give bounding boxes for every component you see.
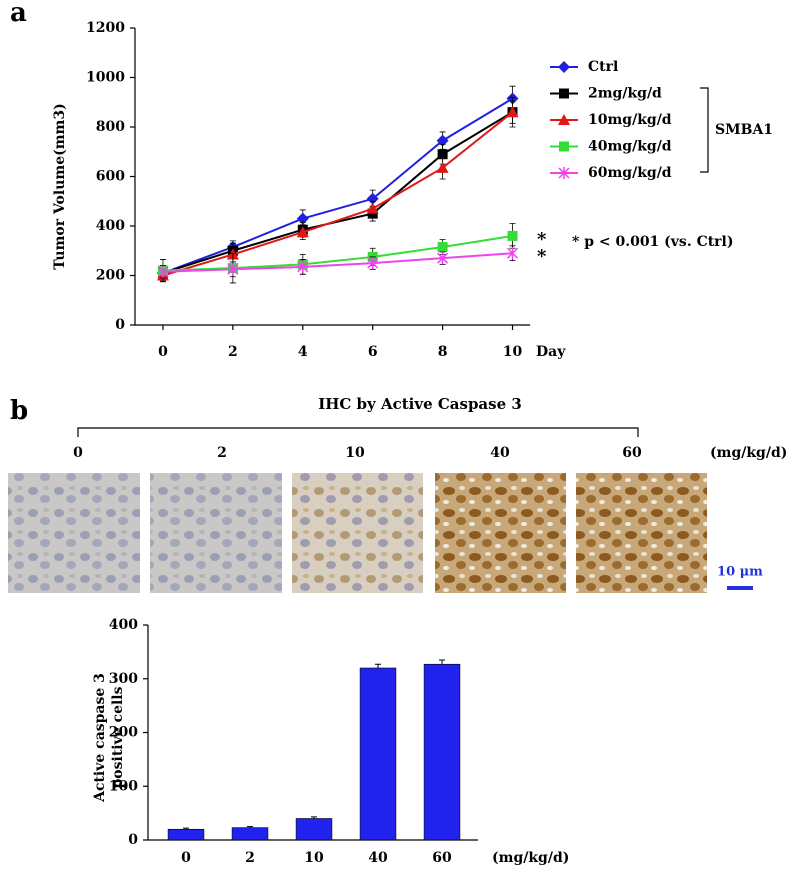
legend-label: 2mg/kg/d (588, 86, 662, 102)
x-tick-label: 0 (181, 850, 191, 866)
point (296, 212, 309, 225)
y-tick-label: 1000 (86, 70, 125, 86)
note: * p < 0.001 (vs. Ctrl) (572, 234, 734, 250)
series-line (162, 111, 514, 274)
y-tick-label: 300 (109, 671, 138, 687)
x-tick-label: 6 (368, 344, 378, 360)
bar (231, 827, 269, 841)
y-tick-label: 0 (128, 832, 138, 848)
x-tick-label: 8 (438, 344, 448, 360)
bar (359, 667, 397, 841)
bracket (77, 427, 639, 437)
micrograph (150, 473, 282, 593)
y-tick-label: 0 (115, 317, 125, 333)
error-bar (375, 663, 381, 668)
significance: * (537, 246, 547, 267)
legend-label: 40mg/kg/d (588, 139, 672, 155)
y-tick-label: 200 (109, 725, 138, 741)
y-tick-label: 400 (96, 218, 125, 234)
point (506, 106, 519, 118)
bar (167, 828, 205, 841)
x-tick-label: 2 (245, 850, 255, 866)
bracket (700, 87, 709, 173)
series-line (162, 252, 513, 273)
micrograph (576, 473, 707, 593)
dose-label: 60 (622, 445, 642, 461)
panel-label: b (10, 396, 28, 426)
legend-marker (558, 114, 570, 125)
legend-label: 60mg/kg/d (588, 165, 672, 181)
x-tick-label: 10 (503, 344, 523, 360)
point (506, 247, 519, 260)
x-axis-label: (mg/kg/d) (492, 850, 569, 866)
point (437, 252, 449, 265)
point (437, 242, 448, 253)
point (437, 149, 448, 160)
y-tick-label: 1200 (86, 20, 125, 36)
error-bar (183, 827, 189, 830)
y-tick-label: 600 (96, 169, 125, 185)
legend-marker (558, 61, 570, 73)
y-tick-label: 200 (96, 268, 125, 284)
error-bar (247, 826, 253, 828)
micrograph (292, 473, 423, 593)
micrograph (435, 473, 566, 593)
micrograph (8, 473, 140, 593)
axis (134, 28, 530, 326)
series-line (162, 234, 513, 272)
y-tick-label: 800 (96, 119, 125, 135)
x-tick-label: 4 (298, 344, 308, 360)
x-tick-label: 60 (432, 850, 452, 866)
legend-label: Ctrl (588, 59, 618, 75)
y-axis-label: Tumor Volume(mm3) (52, 103, 68, 269)
bracket-label: SMBA1 (715, 122, 773, 138)
series-line (162, 97, 514, 274)
bar (295, 818, 333, 841)
point (157, 265, 169, 278)
point (436, 134, 449, 147)
scale-label: 10 μm (717, 565, 763, 580)
point (436, 161, 449, 173)
x-tick-label: 0 (158, 344, 168, 360)
legend-marker (559, 141, 569, 152)
point (366, 202, 379, 214)
significance: * (537, 229, 547, 250)
dose-label: 2 (217, 445, 227, 461)
legend-label: 10mg/kg/d (588, 112, 672, 128)
y-axis-label: Active caspase 3 (92, 673, 108, 803)
dose-label: 10 (345, 445, 365, 461)
y-tick-label: 400 (109, 617, 138, 633)
legend-marker (558, 167, 570, 179)
point (227, 263, 239, 276)
bar (423, 663, 461, 841)
ihc-title: IHC by Active Caspase 3 (318, 395, 522, 413)
x-axis-label: Day (536, 344, 566, 360)
series-line (162, 111, 514, 277)
x-tick-label: 2 (228, 344, 238, 360)
point (296, 226, 309, 238)
point (507, 230, 518, 241)
point (297, 260, 309, 273)
error-bar (311, 816, 317, 819)
x-tick-label: 40 (368, 850, 388, 866)
panel-label: a (10, 0, 27, 28)
error-bar (439, 659, 445, 665)
x-tick-label: 10 (304, 850, 324, 866)
y-axis-label: positive cells (110, 686, 126, 788)
point (366, 192, 379, 205)
legend-marker (559, 88, 569, 99)
dose-label: 0 (73, 445, 83, 461)
dose-label: 40 (490, 445, 510, 461)
y-tick-label: 100 (109, 778, 138, 794)
unit-label: (mg/kg/d) (710, 445, 787, 461)
point (367, 257, 379, 270)
